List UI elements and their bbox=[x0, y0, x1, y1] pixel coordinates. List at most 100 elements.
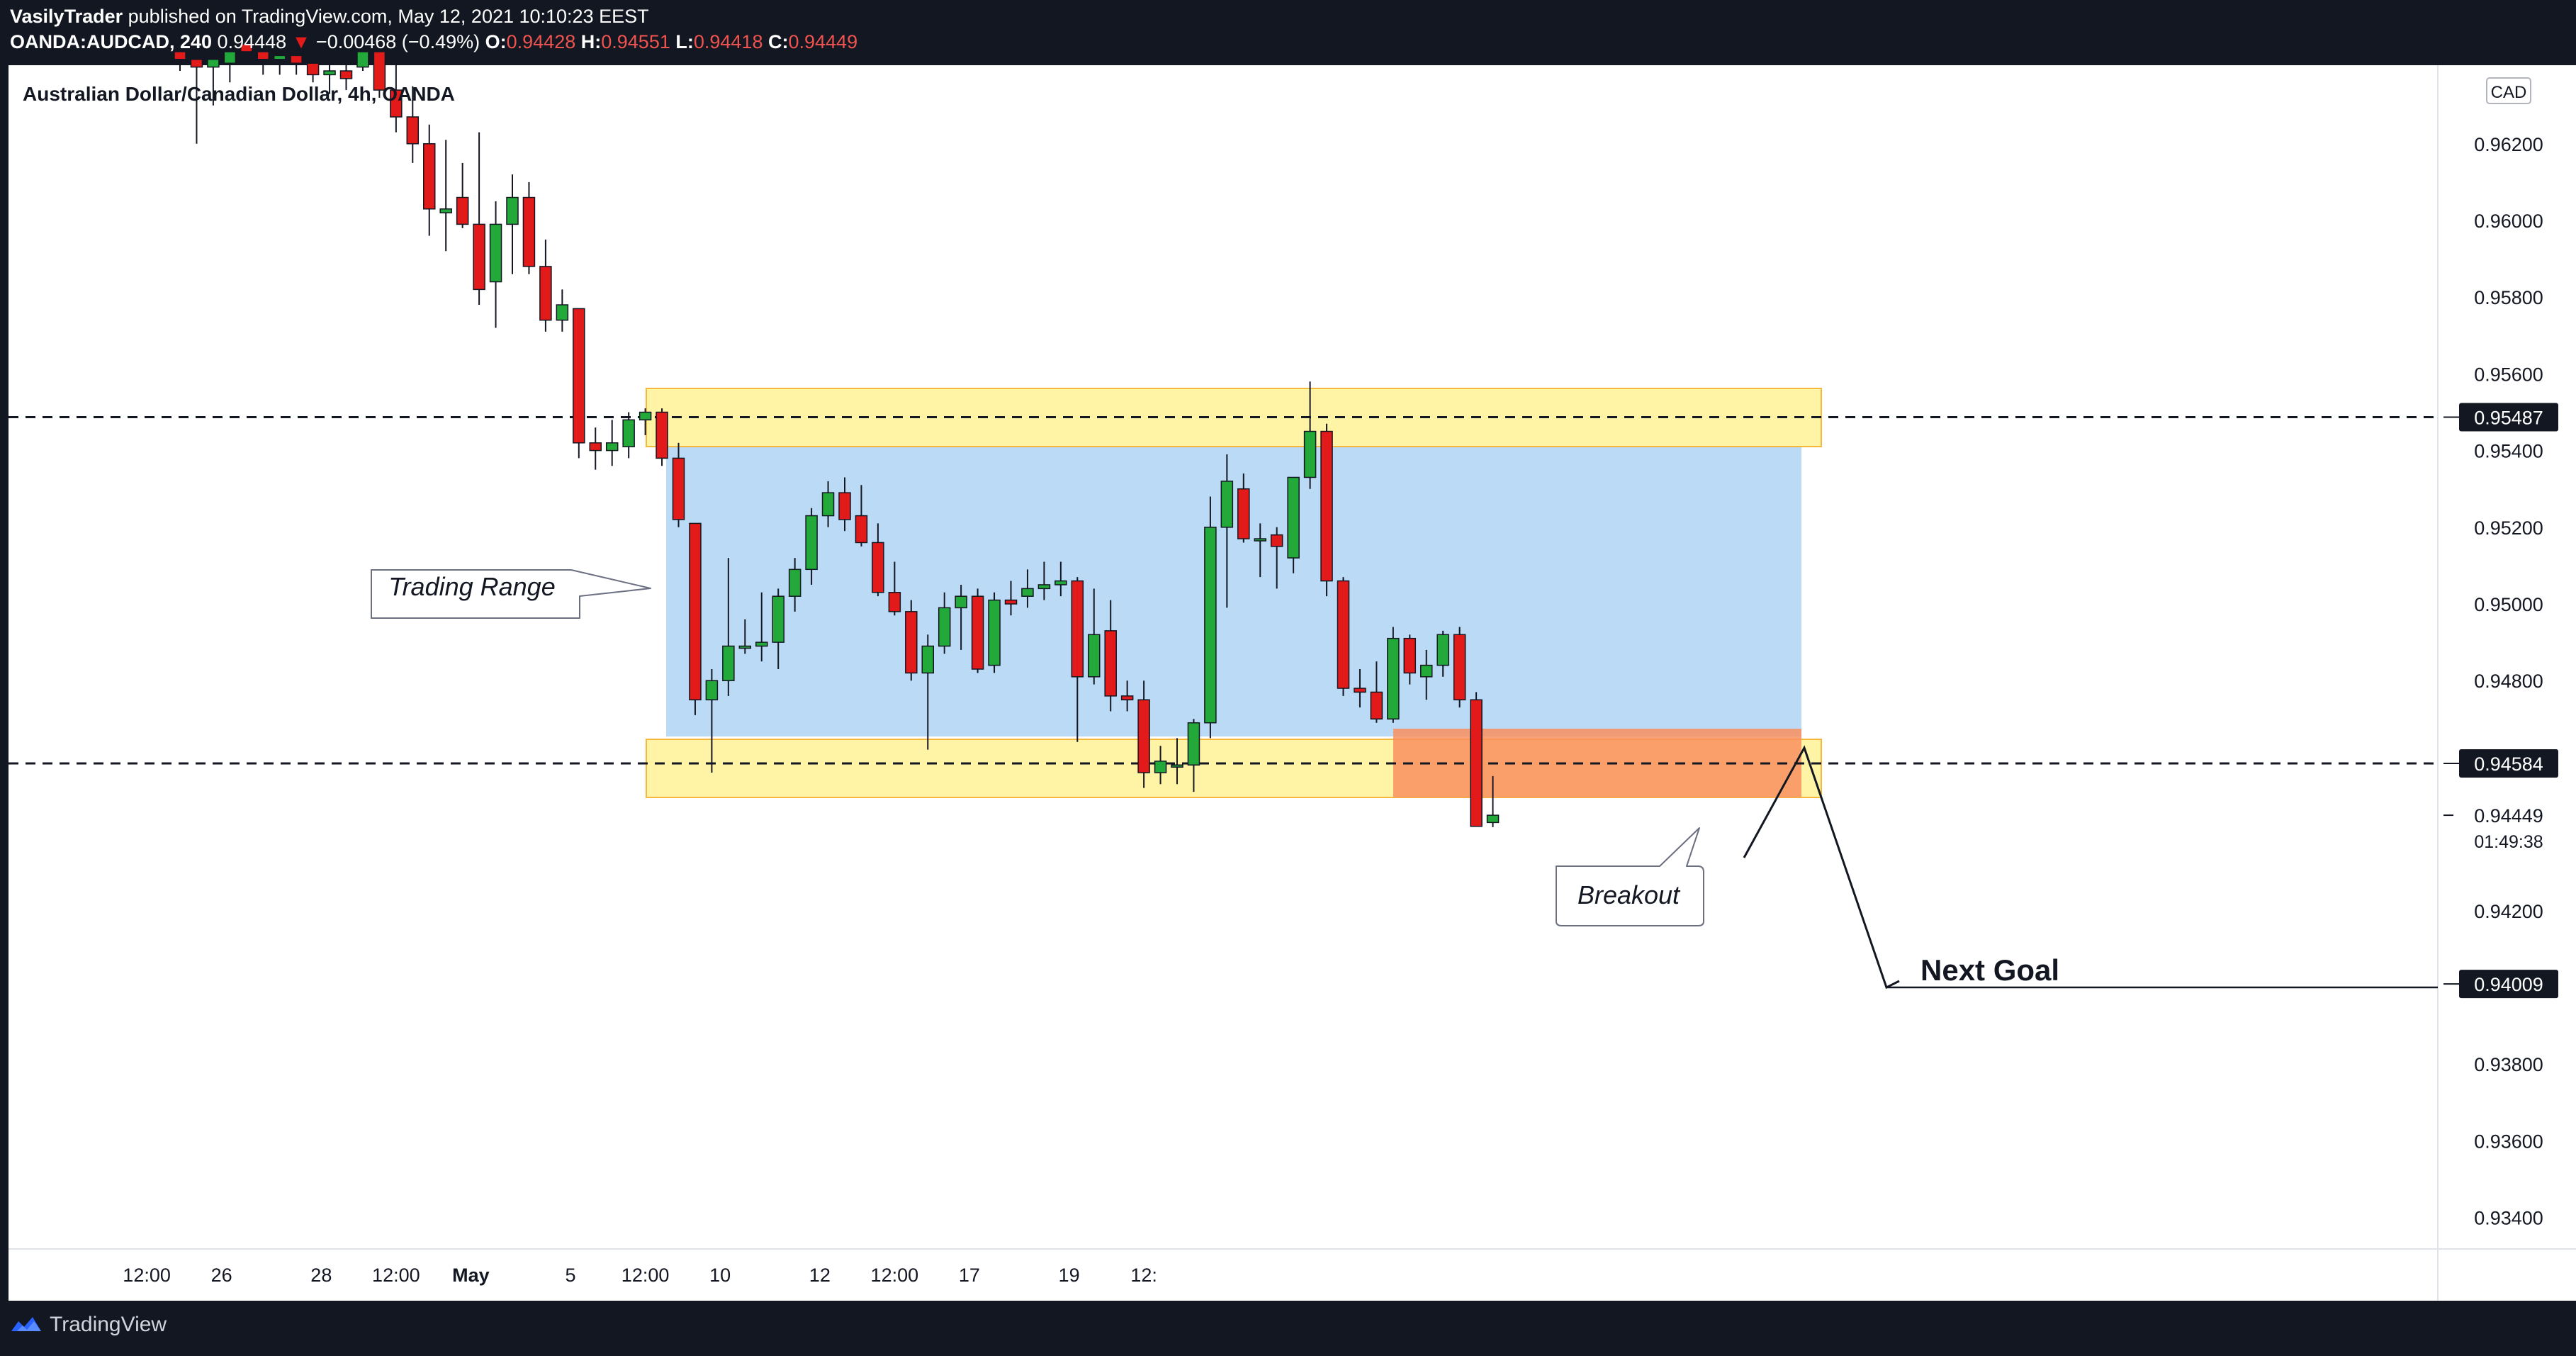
candle bbox=[971, 588, 984, 673]
candle-body-up bbox=[1220, 481, 1234, 528]
candle-body-up bbox=[938, 607, 951, 647]
candle-body-up bbox=[273, 55, 286, 60]
candle-body-down bbox=[1453, 634, 1466, 701]
candle-body-down bbox=[339, 70, 353, 79]
candle bbox=[223, 47, 237, 83]
breakout-label: Breakout bbox=[1577, 880, 1681, 909]
candle-body-up bbox=[1021, 588, 1034, 597]
annotation-layer: Trading Range Breakout Next Goal Australian… bbox=[23, 83, 2438, 990]
price-tick-label: 0.96000 bbox=[2474, 211, 2543, 232]
candle bbox=[1254, 523, 1266, 578]
candle-body-down bbox=[423, 143, 436, 210]
candle-body-down bbox=[589, 442, 602, 452]
candle bbox=[257, 44, 269, 75]
price-tag-value: 0.95487 bbox=[2474, 408, 2543, 429]
trading-range-label: Trading Range bbox=[388, 572, 555, 601]
author-name[interactable]: VasilyTrader bbox=[10, 6, 123, 27]
candle-body-up bbox=[489, 223, 502, 283]
candle-body-up bbox=[1171, 764, 1183, 768]
candles-layer bbox=[174, 28, 1500, 827]
candle bbox=[1088, 588, 1101, 685]
currency-badge[interactable] bbox=[2486, 77, 2531, 104]
price-tick-label: 0.93600 bbox=[2474, 1131, 2543, 1152]
candle bbox=[406, 86, 420, 163]
candle bbox=[622, 412, 635, 459]
publish-line: VasilyTrader published on TradingView.co… bbox=[10, 6, 649, 28]
candle bbox=[905, 600, 918, 681]
time-tick-label: 12:00 bbox=[621, 1265, 670, 1286]
candle bbox=[921, 634, 934, 750]
candle bbox=[174, 36, 186, 72]
candle-body-down bbox=[573, 308, 585, 444]
candle bbox=[1270, 527, 1283, 589]
time-axis[interactable]: 12:00 26 28 12:00 May 5 12:00 10 12 12:00 17 19 12: bbox=[123, 1265, 1157, 1286]
candle bbox=[1037, 561, 1051, 600]
candle-body-down bbox=[174, 51, 186, 60]
candle bbox=[1054, 561, 1067, 597]
price-axis[interactable]: 0.93400 0.93600 0.93800 0.94200 0.94800 0.950… bbox=[2443, 77, 2558, 1229]
symbol-label[interactable]: OANDA:AUDCAD, 240 bbox=[10, 31, 213, 52]
candle bbox=[672, 442, 685, 527]
candle bbox=[439, 140, 452, 252]
time-tick-label: 12:00 bbox=[871, 1265, 919, 1286]
candle-body-down bbox=[257, 51, 269, 60]
candle-body-down bbox=[888, 592, 901, 612]
candle-body-down bbox=[473, 223, 485, 291]
candle-body-up bbox=[1204, 527, 1217, 724]
candle-body-down bbox=[672, 457, 685, 520]
breakout-callout[interactable] bbox=[1556, 827, 1704, 926]
candle bbox=[1204, 496, 1217, 739]
price-tag[interactable] bbox=[2459, 403, 2558, 432]
candle bbox=[872, 523, 884, 597]
next-goal-label: Next Goal bbox=[1920, 953, 2059, 987]
price-tag[interactable] bbox=[2459, 749, 2558, 778]
down-arrow-icon: ▼ bbox=[291, 31, 311, 52]
candle bbox=[1320, 423, 1333, 597]
candle-body-up bbox=[805, 515, 818, 571]
candle bbox=[788, 558, 802, 612]
candle-body-down bbox=[1104, 630, 1117, 697]
candle bbox=[1303, 381, 1317, 489]
candle bbox=[1287, 476, 1300, 573]
candle bbox=[955, 584, 967, 650]
candle bbox=[240, 28, 253, 60]
candle-body-down bbox=[456, 196, 469, 225]
high-label: H: bbox=[580, 31, 602, 52]
price-tag[interactable] bbox=[2459, 970, 2558, 999]
trading-range-callout[interactable] bbox=[371, 569, 651, 619]
candle-body-up bbox=[323, 70, 336, 76]
candle bbox=[855, 485, 868, 547]
candle bbox=[306, 51, 320, 83]
candle-body-down bbox=[539, 266, 552, 321]
candle-body-up bbox=[821, 492, 835, 517]
candle-body-down bbox=[1004, 599, 1018, 605]
price-tick-label: 0.93400 bbox=[2474, 1208, 2543, 1229]
footer-brand[interactable]: TradingView bbox=[10, 1313, 167, 1337]
candle bbox=[805, 508, 818, 585]
candle bbox=[539, 240, 552, 332]
candle-body-up bbox=[921, 645, 934, 674]
price-tick-label: 0.96200 bbox=[2474, 134, 2543, 155]
currency-label: CAD bbox=[2491, 83, 2527, 102]
candle-body-down bbox=[240, 43, 253, 52]
projection-arrow bbox=[1743, 745, 1900, 990]
candle-body-up bbox=[207, 59, 220, 68]
price-tick-label: 0.94800 bbox=[2474, 671, 2543, 692]
close-label: C: bbox=[767, 31, 789, 52]
candle-body-up bbox=[988, 599, 1001, 666]
candle bbox=[1137, 680, 1150, 788]
brand-name: TradingView bbox=[50, 1313, 167, 1336]
publish-info: published on TradingView.com, May 12, 20… bbox=[128, 6, 649, 27]
time-tick-label: 12 bbox=[809, 1265, 831, 1286]
candle bbox=[1004, 581, 1018, 616]
candle bbox=[356, 28, 369, 72]
candle bbox=[988, 592, 1001, 673]
candle bbox=[290, 40, 303, 75]
trading-range-box[interactable] bbox=[666, 445, 1801, 736]
time-tick-label: 12:00 bbox=[372, 1265, 420, 1286]
candle-body-up bbox=[622, 419, 635, 447]
candle-body-down bbox=[1320, 430, 1333, 582]
high-value: 0.94551 bbox=[601, 31, 670, 52]
time-tick-label: 12:00 bbox=[123, 1265, 171, 1286]
